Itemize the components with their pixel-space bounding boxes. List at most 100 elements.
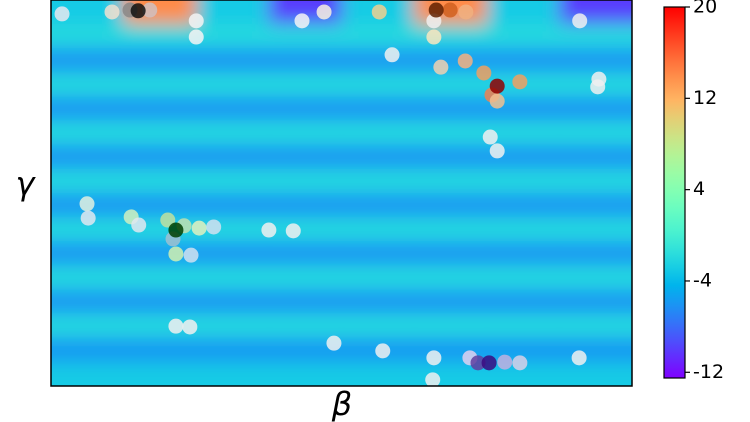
heat-cell: [123, 168, 197, 194]
plot-frame: [50, 0, 633, 387]
heat-cell: [486, 48, 560, 73]
heat-cell: [414, 168, 488, 194]
colorbar: [663, 6, 686, 379]
heat-cell: [51, 337, 125, 363]
heat-cell: [559, 361, 632, 386]
heat-cell: [196, 361, 270, 386]
point: [590, 79, 606, 95]
point: [458, 4, 474, 20]
point: [489, 93, 505, 109]
heat-cell: [123, 265, 197, 290]
point: [457, 53, 473, 69]
heat-cell: [51, 24, 125, 49]
point: [160, 212, 176, 228]
point: [433, 59, 449, 75]
heat-cell: [559, 144, 632, 170]
point: [481, 355, 497, 371]
point: [571, 350, 587, 366]
heat-cell: [196, 48, 270, 73]
heat-cell: [559, 313, 632, 339]
point: [130, 3, 146, 19]
heat-cell: [414, 72, 488, 97]
heat-cell: [196, 72, 270, 97]
heat-cell: [51, 241, 125, 266]
point: [425, 372, 441, 386]
point: [188, 29, 204, 45]
heat-cell: [341, 241, 415, 266]
point: [489, 78, 505, 94]
point: [188, 13, 204, 29]
heat-cell: [341, 313, 415, 339]
heat-cell: [559, 289, 632, 315]
heat-cell: [414, 265, 488, 290]
heat-cell: [51, 193, 125, 218]
heat-cell: [486, 24, 560, 49]
heat-cell: [51, 361, 125, 386]
heat-cell: [196, 96, 270, 122]
point: [316, 4, 332, 20]
heat-cell: [559, 24, 632, 49]
heat-cell: [341, 361, 415, 386]
heat-cell: [268, 168, 342, 194]
heat-cell: [51, 120, 125, 146]
heat-cell: [51, 217, 125, 242]
heat-cell: [341, 120, 415, 146]
heat-cell: [341, 168, 415, 194]
heat-cell: [196, 0, 270, 25]
heat-cell: [196, 289, 270, 315]
heat-cell: [51, 168, 125, 194]
heat-cell: [341, 96, 415, 122]
heat-cell: [123, 120, 197, 146]
heat-cell: [559, 168, 632, 194]
point: [168, 318, 184, 334]
point: [142, 2, 158, 18]
heat-cell: [486, 120, 560, 146]
heat-cell: [196, 241, 270, 266]
heat-cell: [268, 361, 342, 386]
heat-cell: [486, 265, 560, 290]
heat-cell: [123, 72, 197, 97]
point: [470, 355, 486, 371]
colorbar-tick-label: 12: [693, 87, 717, 109]
point: [168, 222, 184, 238]
heat-cell: [268, 193, 342, 218]
heat-cell: [268, 48, 342, 73]
colorbar-tick-label: -4: [693, 269, 712, 291]
colorbar-tick-label: 4: [693, 178, 705, 200]
heat-cell: [341, 289, 415, 315]
point: [131, 217, 147, 233]
heat-cell: [414, 241, 488, 266]
heatmap: [51, 0, 632, 386]
colorbar-tick-label: -12: [693, 361, 724, 383]
point: [168, 246, 184, 262]
heat-cell: [268, 24, 342, 49]
heat-cell: [123, 289, 197, 315]
heat-cell: [123, 144, 197, 170]
heat-cell: [196, 120, 270, 146]
heat-cell: [559, 241, 632, 266]
heat-cell: [341, 48, 415, 73]
point: [482, 129, 498, 145]
colorbar-tick-label: 20: [693, 0, 717, 18]
heat-cell: [268, 265, 342, 290]
heat-cell: [486, 168, 560, 194]
point: [371, 4, 387, 20]
heat-cell: [486, 313, 560, 339]
heat-cell: [486, 289, 560, 315]
heat-cell: [414, 144, 488, 170]
point: [183, 247, 199, 263]
scatter: [54, 2, 607, 386]
heat-cell: [486, 241, 560, 266]
heat-cell: [51, 72, 125, 97]
heat-cell: [414, 24, 488, 49]
heat-cell: [268, 289, 342, 315]
heat-cell: [559, 193, 632, 218]
heat-cell: [196, 265, 270, 290]
heat-cell: [268, 241, 342, 266]
heat-cell: [51, 265, 125, 290]
heat-cell: [559, 217, 632, 242]
heat-cell: [123, 48, 197, 73]
heat-cell: [414, 96, 488, 122]
heat-cell: [341, 193, 415, 218]
heat-cell: [51, 313, 125, 339]
